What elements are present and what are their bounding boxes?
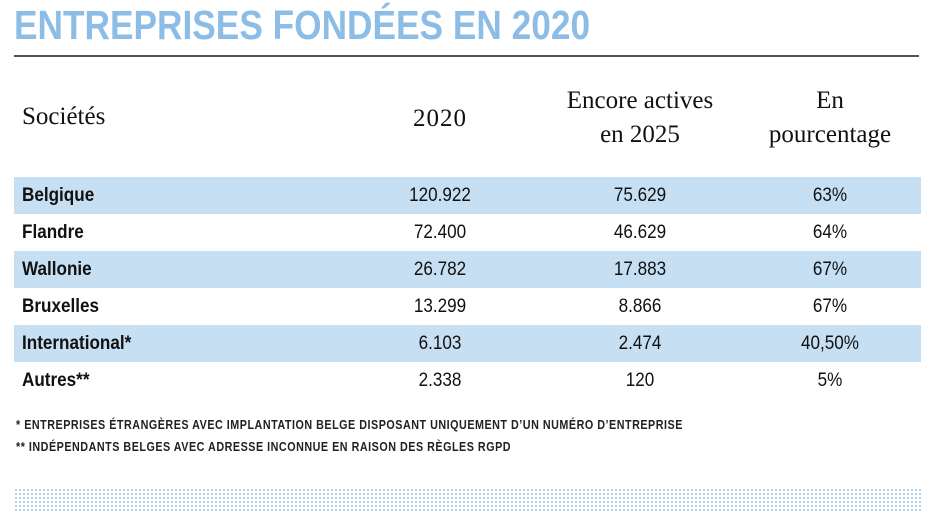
row-name: Belgique xyxy=(22,185,95,206)
row-active-2025: 120 xyxy=(625,370,655,391)
row-percentage: 63% xyxy=(812,185,848,206)
header-societes: Sociétés xyxy=(22,103,106,130)
row-percentage: 40,50% xyxy=(800,333,859,354)
row-founded-2020: 120.922 xyxy=(409,185,471,206)
row-founded-2020: 2.338 xyxy=(418,370,462,391)
row-active-2025: 17.883 xyxy=(613,259,667,280)
row-percentage: 5% xyxy=(817,370,843,391)
row-founded-2020: 72.400 xyxy=(413,222,467,243)
row-founded-2020: 6.103 xyxy=(418,333,462,354)
row-name: Wallonie xyxy=(22,259,92,280)
data-table: Belgique 120.922 75.629 63% Flandre 72.4… xyxy=(14,177,921,399)
table-row: International* 6.103 2.474 40,50% xyxy=(14,325,921,362)
row-active-2025: 75.629 xyxy=(613,185,667,206)
header-active-2025: Encore actives en 2025 xyxy=(540,84,740,152)
table-row: Flandre 72.400 46.629 64% xyxy=(14,214,921,251)
row-percentage: 64% xyxy=(812,222,848,243)
table-row: Belgique 120.922 75.629 63% xyxy=(14,177,921,214)
footnote-international: * ENTREPRISES ÉTRANGÈRES AVEC IMPLANTATI… xyxy=(16,418,683,432)
header-pct-line1: En xyxy=(816,87,844,114)
header-active-line2: en 2025 xyxy=(600,121,680,148)
row-active-2025: 2.474 xyxy=(618,333,662,354)
footnote-autres: ** INDÉPENDANTS BELGES AVEC ADRESSE INCO… xyxy=(16,440,512,454)
row-name: Autres** xyxy=(22,370,90,391)
row-founded-2020: 26.782 xyxy=(413,259,467,280)
row-founded-2020: 13.299 xyxy=(413,296,467,317)
row-name: International* xyxy=(22,333,132,354)
header-percentage: En pourcentage xyxy=(740,84,920,152)
row-name: Flandre xyxy=(22,222,84,243)
header-pct-line2: pourcentage xyxy=(768,121,892,148)
title-divider xyxy=(14,55,919,57)
table-row: Wallonie 26.782 17.883 67% xyxy=(14,251,921,288)
dotted-footer-band xyxy=(14,488,921,512)
row-active-2025: 8.866 xyxy=(618,296,662,317)
row-percentage: 67% xyxy=(812,296,848,317)
header-active-line1: Encore actives xyxy=(566,87,714,114)
row-active-2025: 46.629 xyxy=(613,222,667,243)
chart-title: ENTREPRISES FONDÉES EN 2020 xyxy=(14,2,591,48)
row-name: Bruxelles xyxy=(22,296,99,317)
header-2020: 2020 xyxy=(413,105,467,132)
table-row: Autres** 2.338 120 5% xyxy=(14,362,921,399)
table-row: Bruxelles 13.299 8.866 67% xyxy=(14,288,921,325)
row-percentage: 67% xyxy=(812,259,848,280)
